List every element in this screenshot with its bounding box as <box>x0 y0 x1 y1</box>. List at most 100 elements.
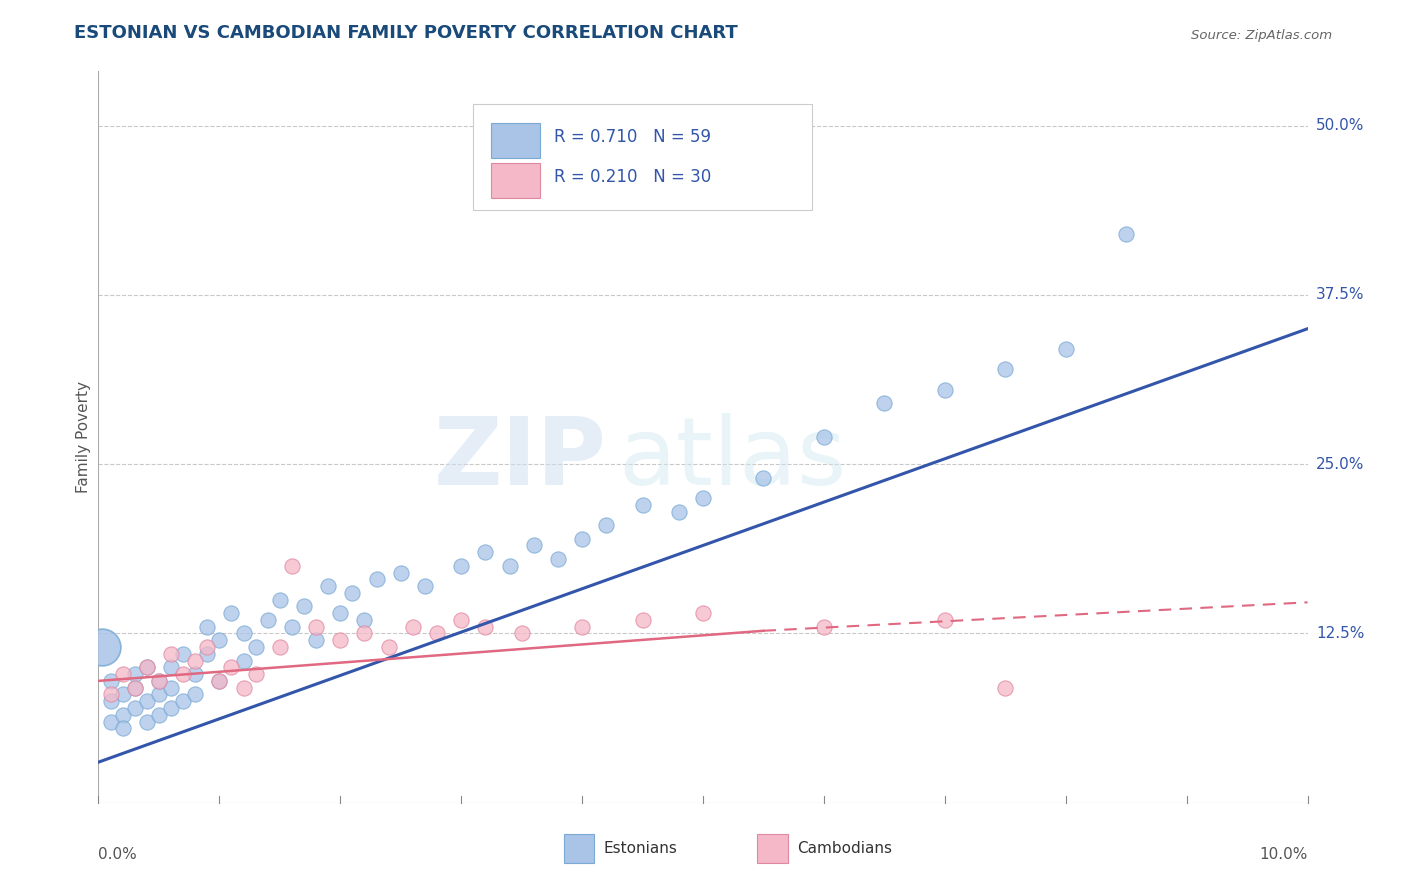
Point <box>269 640 291 654</box>
Point <box>148 707 170 722</box>
Point <box>184 654 207 668</box>
Point <box>221 660 243 674</box>
Point <box>474 545 496 559</box>
Point <box>245 667 267 681</box>
Point <box>474 620 496 634</box>
Point <box>547 552 569 566</box>
FancyBboxPatch shape <box>492 122 540 158</box>
Point <box>172 694 194 708</box>
Text: 12.5%: 12.5% <box>1316 626 1364 641</box>
Text: 10.0%: 10.0% <box>1260 847 1308 862</box>
Point <box>402 620 425 634</box>
Point <box>195 640 218 654</box>
Point <box>377 640 399 654</box>
Point <box>329 606 352 620</box>
Text: 0.0%: 0.0% <box>98 847 138 862</box>
Point <box>195 620 218 634</box>
Point <box>316 579 339 593</box>
Point <box>366 572 388 586</box>
Point <box>160 681 183 695</box>
Point <box>208 673 231 688</box>
FancyBboxPatch shape <box>474 104 811 211</box>
Point <box>281 558 304 573</box>
Point <box>100 688 122 702</box>
Point <box>994 681 1017 695</box>
Point <box>232 654 254 668</box>
Point <box>100 673 122 688</box>
Point <box>135 714 157 729</box>
Text: ESTONIAN VS CAMBODIAN FAMILY POVERTY CORRELATION CHART: ESTONIAN VS CAMBODIAN FAMILY POVERTY COR… <box>75 24 738 42</box>
Point <box>813 620 835 634</box>
Point <box>281 620 304 634</box>
Point <box>292 599 315 614</box>
Point <box>135 660 157 674</box>
Text: R = 0.210   N = 30: R = 0.210 N = 30 <box>554 169 711 186</box>
Point <box>208 633 231 648</box>
Text: atlas: atlas <box>619 413 846 505</box>
Point <box>752 471 775 485</box>
Point <box>342 586 364 600</box>
Point <box>450 613 472 627</box>
Point <box>111 721 134 735</box>
Point <box>172 647 194 661</box>
Point <box>631 498 654 512</box>
Point <box>160 660 183 674</box>
Y-axis label: Family Poverty: Family Poverty <box>76 381 91 493</box>
Point <box>571 532 593 546</box>
Point <box>111 707 134 722</box>
Point <box>692 606 714 620</box>
Point <box>256 613 278 627</box>
Point <box>124 701 146 715</box>
Point <box>148 688 170 702</box>
Point <box>160 701 183 715</box>
Text: ZIP: ZIP <box>433 413 606 505</box>
Text: R = 0.710   N = 59: R = 0.710 N = 59 <box>554 128 711 146</box>
Point <box>135 660 157 674</box>
Text: 50.0%: 50.0% <box>1316 118 1364 133</box>
Point <box>184 688 207 702</box>
Point <box>305 620 328 634</box>
Point <box>450 558 472 573</box>
FancyBboxPatch shape <box>564 833 595 863</box>
Point <box>232 626 254 640</box>
Point <box>1115 227 1137 241</box>
Point <box>148 673 170 688</box>
Point <box>221 606 243 620</box>
Point <box>100 714 122 729</box>
Point <box>245 640 267 654</box>
Point <box>160 647 183 661</box>
Point <box>813 430 835 444</box>
FancyBboxPatch shape <box>758 833 787 863</box>
Point <box>668 505 690 519</box>
Point <box>498 558 520 573</box>
Point <box>208 673 231 688</box>
Text: Source: ZipAtlas.com: Source: ZipAtlas.com <box>1191 29 1331 42</box>
Point <box>124 681 146 695</box>
Point <box>353 613 375 627</box>
Point <box>91 640 114 654</box>
Point <box>148 673 170 688</box>
Point <box>269 592 291 607</box>
Point <box>329 633 352 648</box>
Point <box>631 613 654 627</box>
Point <box>413 579 436 593</box>
Point <box>172 667 194 681</box>
Text: Estonians: Estonians <box>603 841 678 856</box>
Point <box>934 383 956 397</box>
Point <box>232 681 254 695</box>
Point <box>523 538 546 552</box>
Text: 37.5%: 37.5% <box>1316 287 1364 302</box>
FancyBboxPatch shape <box>492 163 540 198</box>
Point <box>111 688 134 702</box>
Point <box>135 694 157 708</box>
Point <box>124 681 146 695</box>
Point <box>994 362 1017 376</box>
Point <box>595 518 617 533</box>
Point <box>389 566 412 580</box>
Point <box>510 626 533 640</box>
Text: Cambodians: Cambodians <box>797 841 893 856</box>
Point <box>305 633 328 648</box>
Point <box>873 396 896 410</box>
Point <box>195 647 218 661</box>
Point <box>353 626 375 640</box>
